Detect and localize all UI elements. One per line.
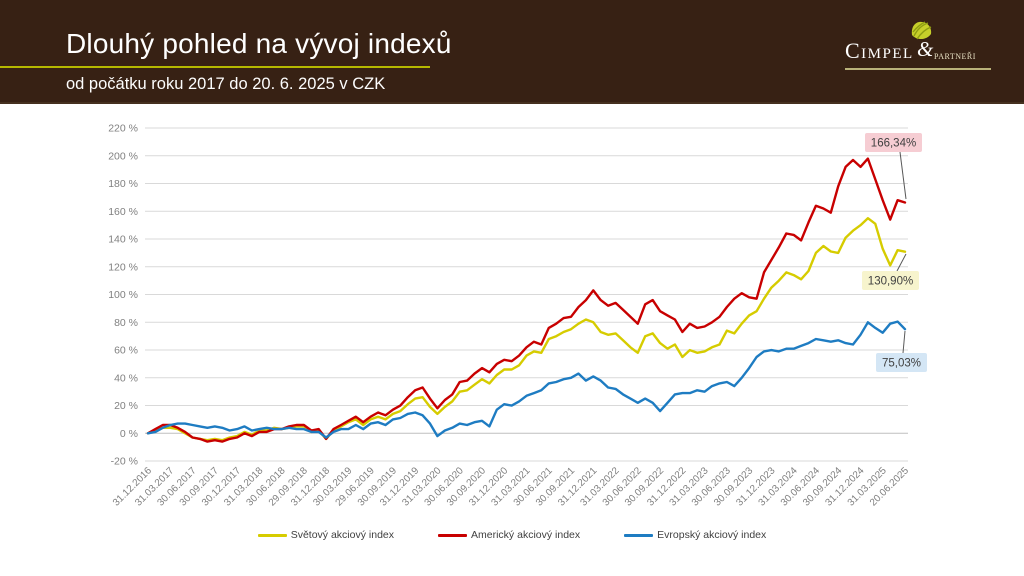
callout-leader-line [899, 151, 907, 200]
leaf-icon [911, 21, 932, 40]
callout-value: 130,90% [868, 276, 913, 288]
callout-value: 75,03% [882, 358, 921, 370]
y-axis-label: 60 % [114, 345, 138, 357]
y-axis-label: 200 % [108, 150, 138, 162]
y-axis-label: 220 % [108, 123, 138, 135]
logo-underline [845, 68, 991, 70]
y-axis-label: 20 % [114, 400, 138, 412]
callout-leader-line [902, 330, 906, 354]
page-title: Dlouhý pohled na vývoj indexů [66, 28, 452, 59]
y-axis-label: 40 % [114, 372, 138, 384]
company-logo: Cimpel & partneři [843, 21, 993, 72]
logo-ampersand: & [917, 37, 934, 61]
y-axis-label: 80 % [114, 317, 138, 329]
series-line [146, 216, 907, 442]
page-subtitle: od počátku roku 2017 do 20. 6. 2025 v CZ… [66, 75, 386, 93]
legend-item-svetovy: Světový akciový index [257, 529, 395, 541]
y-axis-label: 180 % [108, 178, 138, 190]
series-line [146, 320, 907, 439]
legend-marker-evropsky [624, 533, 654, 537]
legend-marker-svetovy [257, 533, 287, 537]
legend-item-evropsky: Evropský akciový index [624, 529, 766, 541]
logo-text-cimpel: Cimpel [845, 38, 914, 63]
y-axis-label: 100 % [108, 289, 138, 301]
logo-text-partneri: partneři [934, 48, 976, 62]
y-axis-label: -20 % [111, 456, 138, 468]
legend-item-americky: Americký akciový index [438, 529, 580, 541]
callout-box [862, 271, 919, 290]
y-axis-label: 120 % [108, 261, 138, 273]
callout-value: 166,34% [871, 138, 916, 150]
callout-box [865, 133, 922, 152]
legend-label-evropsky: Evropský akciový index [657, 529, 767, 541]
series-line [146, 157, 907, 443]
callout-box [876, 353, 927, 372]
legend-marker-americky [438, 533, 468, 537]
legend-label-svetovy: Světový akciový index [290, 529, 395, 541]
header-band: Dlouhý pohled na vývoj indexů od počátku… [0, 0, 1024, 104]
y-axis-label: 0 % [120, 428, 138, 440]
legend-label-americky: Americký akciový index [471, 529, 581, 541]
y-axis-label: 140 % [108, 234, 138, 246]
y-axis-label: 160 % [108, 206, 138, 218]
title-accent-rule [0, 66, 430, 68]
chart-legend: Světový akciový index Americký akciový i… [0, 529, 1024, 541]
callout-leader-line [896, 253, 907, 272]
